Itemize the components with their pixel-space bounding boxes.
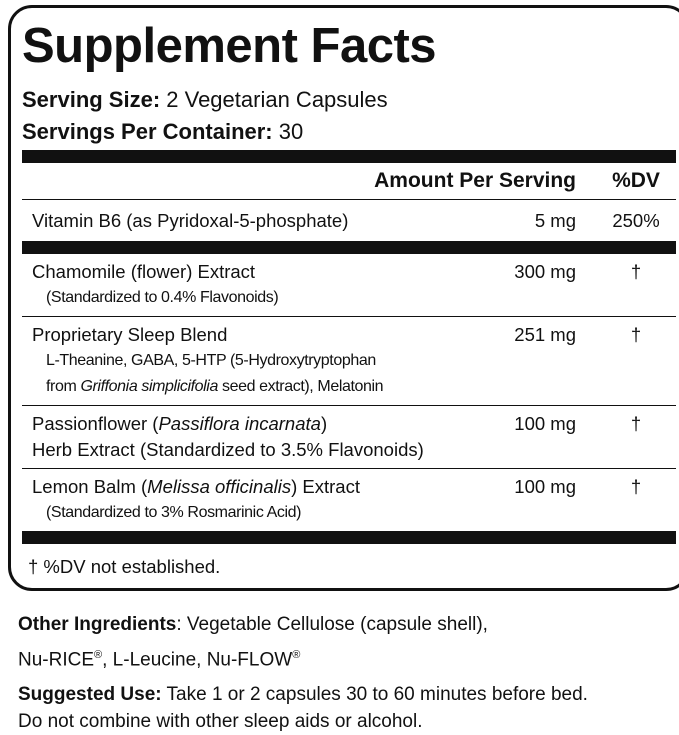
suggested-use: Suggested Use: Take 1 or 2 capsules 30 t… (18, 681, 673, 708)
other-ingredients: Nu-RICE®, L-Leucine, Nu-FLOW® (18, 640, 673, 675)
ingredient-name: Vitamin B6 (as Pyridoxal-5-phosphate) (32, 208, 676, 234)
daily-value: † (630, 413, 642, 434)
amount: 100 mg (514, 476, 576, 497)
daily-value: 250% (612, 210, 660, 231)
text: Passiflora incarnata (158, 413, 321, 434)
text: ® (292, 649, 301, 661)
text: 30 (272, 119, 304, 144)
title: Supplement Facts (22, 19, 437, 73)
nutrient-row: 100 mg † Lemon Balm (Melissa officinalis) … (22, 468, 676, 531)
nutrient-row: 5 mg 250% Vitamin B6 (as Pyridoxal-5-phosp… (22, 199, 676, 241)
text: seed extract), Melatonin (217, 378, 384, 395)
text: Griffonia simplicifolia (80, 378, 218, 395)
ingredient-name: Passionflower (Passiflora incarnata) (32, 411, 676, 437)
servings-per-container: Servings Per Container: 30 (22, 116, 676, 148)
thick-rule (22, 531, 676, 544)
text: ) Extract (291, 476, 360, 497)
ingredient-name: Proprietary Sleep Blend (32, 322, 676, 348)
text: ) (320, 413, 328, 434)
dv-header: %DV (612, 169, 660, 192)
text: , L-Leucine, Nu-FLOW (102, 649, 293, 671)
daily-value: † (630, 476, 642, 497)
text: Do not combine with other sleep aids or … (18, 711, 423, 733)
amount: 300 mg (514, 261, 576, 282)
ingredient-detail: L-Theanine, GABA, 5-HTP (5-Hydroxytrypto… (32, 348, 676, 374)
text: from (46, 378, 81, 395)
ingredient-name: Lemon Balm (Melissa officinalis) Extract (32, 474, 676, 500)
facts-panel: Supplement Facts Serving Size: 2 Vegetari… (8, 5, 679, 591)
amount-header: Amount Per Serving (374, 169, 576, 192)
thick-rule (22, 241, 676, 254)
text: : Vegetable Cellulose (capsule shell), (176, 614, 488, 635)
other-ingredients: Other Ingredients: Vegetable Cellulose (… (18, 610, 673, 640)
amount: 100 mg (514, 413, 576, 434)
text: 2 Vegetarian Capsules (160, 87, 388, 112)
ingredient-detail: (Standardized to 0.4% Flavonoids) (32, 285, 676, 311)
nutrient-row: 251 mg † Proprietary Sleep Blend L-Theanine… (22, 316, 676, 405)
text: Suggested Use: (18, 684, 162, 706)
nutrient-row: 100 mg † Passionflower (Passiflora incarna… (22, 405, 676, 468)
ingredient-detail: (Standardized to 3% Rosmarinic Acid) (32, 500, 676, 526)
text: Herb Extract (Standardized to 3.5% Flavo… (32, 439, 424, 460)
ingredient-name: Chamomile (flower) Extract (32, 259, 676, 285)
text: Proprietary Sleep Blend (32, 324, 228, 345)
thick-rule (22, 150, 676, 163)
amount: 5 mg (534, 210, 576, 231)
serving-size: Serving Size: 2 Vegetarian Capsules (22, 84, 676, 116)
text: Take 1 or 2 capsules 30 to 60 minutes be… (161, 684, 588, 706)
text: Nu-RICE (18, 649, 95, 671)
text: Lemon Balm ( (32, 476, 148, 497)
text: L-Theanine, GABA, 5-HTP (5-Hydroxytrypto… (46, 352, 376, 369)
text: Serving Size: (22, 87, 161, 112)
text: Melissa officinalis (147, 476, 292, 497)
footnote: † %DV not established. (28, 556, 221, 577)
text: Passionflower ( (32, 413, 159, 434)
text: Chamomile (flower) Extract (32, 261, 256, 282)
amount: 251 mg (514, 324, 576, 345)
daily-value: † (630, 324, 642, 345)
text: Other Ingredients (18, 614, 177, 635)
notes: Other Ingredients: Vegetable Cellulose (… (18, 610, 673, 735)
text: ® (94, 649, 103, 661)
text: (Standardized to 3% Rosmarinic Acid) (46, 504, 302, 521)
text: Servings Per Container: (22, 119, 273, 144)
text: (Standardized to 0.4% Flavonoids) (46, 289, 279, 306)
ingredient-name: Herb Extract (Standardized to 3.5% Flavo… (32, 437, 676, 463)
column-header: Amount Per Serving %DV (22, 163, 676, 199)
ingredient-detail: from Griffonia simplicifolia seed extrac… (32, 374, 676, 400)
text: Vitamin B6 (as Pyridoxal-5-phosphate) (32, 210, 349, 231)
suggested-use: Do not combine with other sleep aids or … (18, 708, 673, 735)
nutrient-row: 300 mg † Chamomile (flower) Extract (Standa… (22, 254, 676, 316)
daily-value: † (630, 261, 642, 282)
